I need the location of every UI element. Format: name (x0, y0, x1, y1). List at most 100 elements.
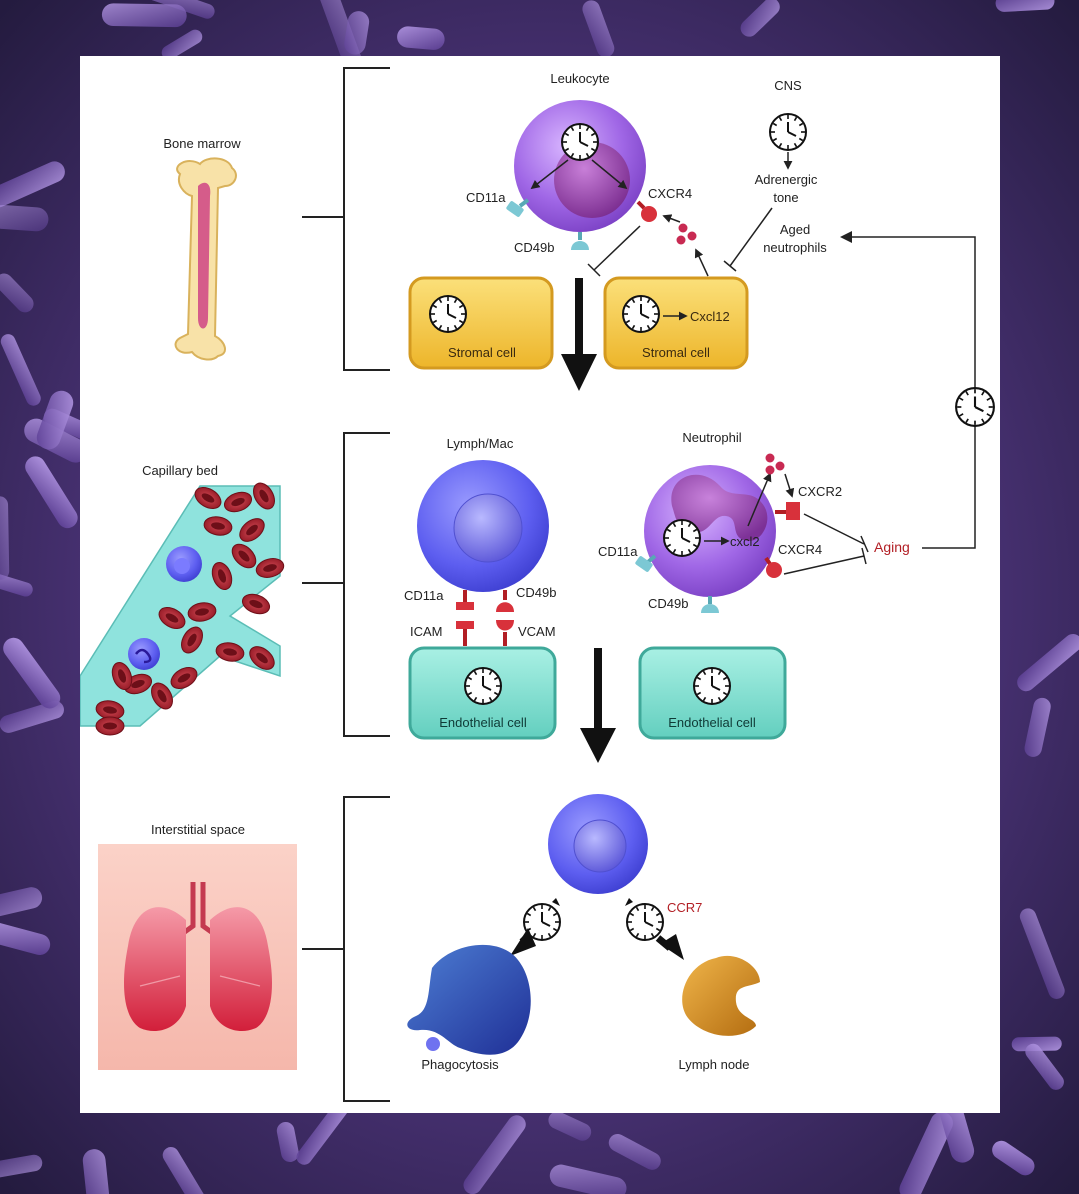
cd49b-vcam-pair-icon (496, 590, 514, 646)
bone-illustration (174, 157, 237, 361)
bacterium-rod (0, 700, 64, 733)
lymph-mac-cell (417, 460, 549, 592)
red-blood-cell-center (195, 608, 209, 616)
bacterium-rod (25, 456, 78, 529)
bacterium-rod (0, 1154, 43, 1182)
aged-neutrophils-arrowhead (840, 231, 852, 243)
bacterium-rod (1024, 697, 1051, 757)
cns-clock-icon (769, 113, 807, 151)
lungs-illustration (98, 844, 297, 1070)
endothelial-clock-icon-1 (464, 667, 502, 705)
bacterium-rod (0, 887, 43, 919)
vcam-label: VCAM (518, 624, 556, 639)
cxcl2-label: cxcl2 (730, 534, 760, 549)
lymph-mac-label: Lymph/Mac (447, 436, 514, 451)
adrenergic-inhibition-bar-icon (723, 207, 773, 272)
lymphocyte-nucleus (174, 558, 190, 574)
bacterium-rod (276, 1121, 299, 1162)
interstitial-space-label: Interstitial space (151, 822, 245, 837)
aging-feedback-line (842, 236, 976, 549)
red-blood-cell-center (223, 648, 237, 656)
aging-label: Aging (874, 539, 910, 555)
cd49b-receptor-neutrophil-icon (701, 596, 719, 613)
cxcr4-label-neutrophil: CXCR4 (778, 542, 822, 557)
bacterium-rod (0, 922, 51, 955)
bacterium-rod (162, 1147, 205, 1194)
adrenergic-label-line1: Adrenergic (755, 172, 818, 187)
diagram-canvas: Bone marrow Capillary bed Interstitial s… (80, 67, 995, 1102)
aged-neutrophils-label-line2: neutrophils (763, 240, 827, 255)
bacterium-rod (140, 0, 215, 19)
neutrophil-label: Neutrophil (682, 430, 741, 445)
endothelial-cell-label-1: Endothelial cell (439, 715, 527, 730)
bracket-bone-marrow (302, 67, 390, 371)
phagocytosis-path (510, 898, 561, 956)
neutrophil-in-vessel (128, 638, 160, 670)
bacterium-rod (0, 334, 41, 406)
endothelial-cell-label-2: Endothelial cell (668, 715, 756, 730)
adrenergic-label-line2: tone (773, 190, 798, 205)
bacterium-rod (296, 1101, 349, 1165)
red-blood-cell-center (131, 679, 145, 689)
bacterium-rod (397, 26, 445, 50)
leukocyte-cell (514, 100, 646, 232)
red-blood-cell-center (211, 522, 225, 530)
cxcl2-chemokine-dots (765, 453, 785, 475)
neutrophil-clock-icon (663, 519, 701, 557)
bacterium-rod (0, 566, 33, 597)
feedback-clock-icon (955, 387, 995, 427)
bacterium-rod (1011, 1036, 1062, 1052)
lymph-node-shape (682, 955, 760, 1036)
bacterium-rod (101, 3, 187, 28)
red-blood-cell-center (165, 613, 179, 623)
bacterium-rod (82, 1149, 111, 1194)
red-blood-cell-center (187, 633, 197, 647)
aged-neutrophils-label-line1: Aged (780, 222, 810, 237)
icam-label: ICAM (410, 624, 443, 639)
cd49b-label-neutrophil: CD49b (648, 596, 688, 611)
cd11a-label-neutrophil: CD11a (598, 544, 638, 559)
cxcr2-label: CXCR2 (798, 484, 842, 499)
red-blood-cell-center (249, 599, 263, 609)
neutrophil-cell (644, 465, 776, 597)
cd49b-label-lymph: CD49b (516, 585, 556, 600)
cd11a-receptor-icon (506, 198, 530, 217)
lymph-node-clock-icon (626, 903, 664, 941)
endothelial-clock-icon-2 (693, 667, 731, 705)
red-blood-cells (95, 482, 285, 736)
bacterium-rod (992, 1140, 1035, 1176)
bacterium-rod (36, 390, 74, 450)
bacterium-rod (3, 637, 61, 709)
lymph-node-label: Lymph node (678, 1057, 749, 1072)
ccr7-label: CCR7 (667, 900, 702, 915)
migrated-leukocyte (548, 794, 648, 894)
cd49b-receptor-icon (571, 232, 589, 250)
bacterium-rod (161, 29, 203, 60)
cxcl12-chemokine-dots (676, 223, 697, 245)
cxcl2-secretion-arrow (747, 472, 772, 527)
figure-panel: Bone marrow Capillary bed Interstitial s… (80, 56, 1000, 1113)
bacterium-rod (0, 161, 65, 208)
bacterium-rod (344, 11, 370, 55)
lymph-node-path (625, 898, 684, 960)
bacterium-rod (0, 204, 49, 232)
bacterium-rod (0, 273, 34, 313)
leukocyte-label: Leukocyte (550, 71, 609, 86)
bacterium-rod (1017, 633, 1079, 692)
bacterium-rod (548, 1111, 592, 1141)
cxcr4-aging-inhibition-icon (783, 547, 867, 575)
cxcr4-receptor-icon (636, 200, 657, 222)
cd11a-receptor-neutrophil-icon (635, 554, 657, 572)
red-blood-cell-center (177, 673, 191, 683)
bacterium-rod (1025, 1043, 1064, 1090)
bacterium-rod (740, 0, 780, 37)
stromal-clock-icon-1 (429, 295, 467, 333)
bacterium-rod (463, 1115, 526, 1194)
bacterium-rod (0, 496, 10, 580)
phagocyte-cell (407, 944, 531, 1055)
red-blood-cell-center (103, 706, 117, 714)
bracket-interstitial-space (302, 796, 390, 1102)
red-blood-cell-center (157, 689, 167, 703)
red-blood-cell-center (231, 497, 245, 507)
migration-arrow-down-2 (580, 648, 616, 763)
